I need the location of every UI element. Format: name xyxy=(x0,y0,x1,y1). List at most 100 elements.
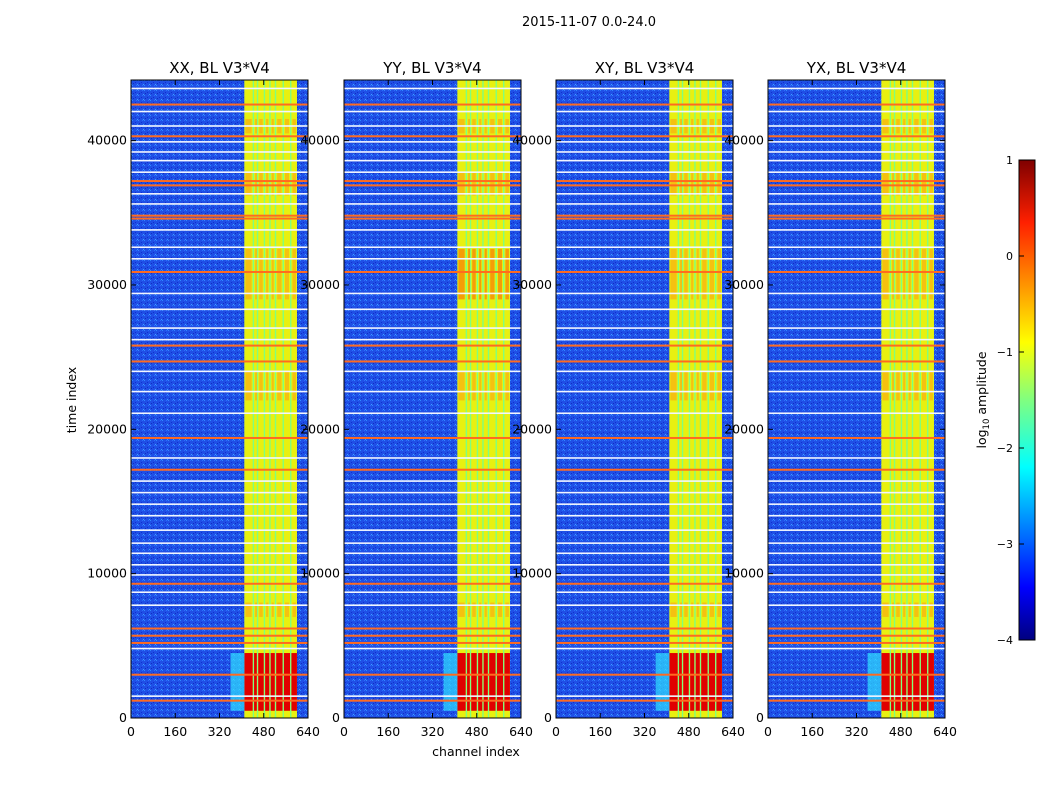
flag-row-white xyxy=(556,574,733,576)
y-tick-label: 0 xyxy=(756,710,764,725)
flag-row-white xyxy=(131,338,308,341)
patch-4-1 xyxy=(271,172,274,196)
patch-3-3 xyxy=(266,371,269,401)
strong-region-column xyxy=(683,653,689,711)
flag-row-red xyxy=(768,673,945,676)
patch-7-4 xyxy=(292,602,296,617)
x-tick-label: 320 xyxy=(421,724,445,739)
flag-row-white xyxy=(556,257,733,260)
flag-row-red xyxy=(556,270,733,273)
patch-4-3 xyxy=(271,371,274,401)
patch-6-1 xyxy=(921,172,927,196)
flag-row-red xyxy=(131,217,308,220)
colorbar-label-base: log xyxy=(974,429,989,448)
panel-title: XY, BL V3*V4 xyxy=(595,59,695,77)
patch-1-4 xyxy=(255,602,258,617)
patch-0-3 xyxy=(670,371,677,401)
patch-2-3 xyxy=(896,371,900,401)
patch-7-3 xyxy=(717,371,721,401)
flag-row-red xyxy=(131,634,308,637)
strong-region-column xyxy=(695,653,700,711)
flag-row-white xyxy=(131,514,308,517)
flag-row-white xyxy=(556,159,733,162)
flag-row-white xyxy=(131,390,308,393)
patch-1-1 xyxy=(680,172,683,196)
flag-row-white xyxy=(768,193,945,195)
patch-1-3 xyxy=(892,371,895,401)
patch-1-1 xyxy=(255,172,258,196)
flag-row-white xyxy=(768,604,945,607)
flag-row-red xyxy=(556,634,733,637)
flag-row-white xyxy=(556,125,733,127)
flag-row-white xyxy=(768,327,945,329)
patch-5-1 xyxy=(277,172,282,196)
flag-row-white xyxy=(768,141,945,143)
patch-5-4 xyxy=(914,602,919,617)
y-tick-label: 40000 xyxy=(512,133,552,148)
strong-region-column xyxy=(291,653,297,711)
flag-row-white xyxy=(344,552,521,555)
x-tick-label: 320 xyxy=(208,724,232,739)
patch-7-1 xyxy=(505,172,509,196)
flag-row-red xyxy=(556,214,733,217)
flag-row-white xyxy=(768,542,945,544)
patch-0-1 xyxy=(670,172,677,196)
x-tick-label: 0 xyxy=(127,724,135,739)
flag-row-white xyxy=(344,327,521,329)
flag-row-white xyxy=(768,647,945,650)
flag-row-white xyxy=(768,563,945,566)
flag-row-white xyxy=(131,229,308,231)
flag-row-white xyxy=(768,591,945,594)
flag-row-red xyxy=(556,627,733,630)
flag-row-white xyxy=(131,647,308,650)
x-tick-label: 480 xyxy=(677,724,701,739)
flag-row-white xyxy=(768,125,945,127)
flag-row-red xyxy=(344,582,521,585)
flag-row-white xyxy=(768,246,945,249)
strong-region-column xyxy=(669,653,678,711)
strong-region-column xyxy=(496,653,504,711)
x-tick-label: 160 xyxy=(376,724,400,739)
patch-7-2 xyxy=(292,248,296,300)
flag-row-white xyxy=(131,141,308,143)
colorbar-label-rest: amplitude xyxy=(974,351,989,418)
flag-row-red xyxy=(131,135,308,138)
panel-title: YY, BL V3*V4 xyxy=(382,59,481,77)
patch-6-3 xyxy=(709,371,715,401)
y-tick-label: 40000 xyxy=(724,133,764,148)
patch-3-3 xyxy=(903,371,906,401)
flag-row-white xyxy=(131,563,308,566)
x-tick-label: 480 xyxy=(252,724,276,739)
flag-row-white xyxy=(768,480,945,482)
strong-region-column xyxy=(265,653,270,711)
colorbar-gradient xyxy=(1018,159,1036,641)
patch-5-1 xyxy=(702,172,707,196)
patch-4-3 xyxy=(908,371,911,401)
flag-row-white xyxy=(344,171,521,173)
patch-1-2 xyxy=(468,248,471,300)
flag-row-white xyxy=(556,591,733,594)
flag-row-white xyxy=(768,574,945,576)
patch-6-2 xyxy=(709,248,715,300)
flag-row-red xyxy=(131,436,308,439)
patch-2-3 xyxy=(259,371,263,401)
flag-row-red xyxy=(556,436,733,439)
patch-0-3 xyxy=(245,371,252,401)
panel-xx: XX, BL V3*V4 0 160 320 480 640 0 10000 20000 3000… xyxy=(87,59,320,739)
flag-row-white xyxy=(556,327,733,329)
flag-row-white xyxy=(768,171,945,173)
patch-0-4 xyxy=(882,602,889,617)
patch-2-1 xyxy=(896,172,900,196)
flag-row-red xyxy=(556,699,733,702)
flag-row-white xyxy=(131,695,308,697)
x-tick-label: 640 xyxy=(933,724,957,739)
flag-row-white xyxy=(344,159,521,162)
patch-6-2 xyxy=(921,248,927,300)
flag-row-red xyxy=(768,270,945,273)
flag-row-white xyxy=(131,370,308,373)
flag-row-white xyxy=(344,110,521,113)
patch-2-2 xyxy=(259,248,263,300)
colorbar-ticks: 1 0 −1 −2 −3 −4 xyxy=(997,154,1024,647)
flag-row-white xyxy=(768,338,945,341)
